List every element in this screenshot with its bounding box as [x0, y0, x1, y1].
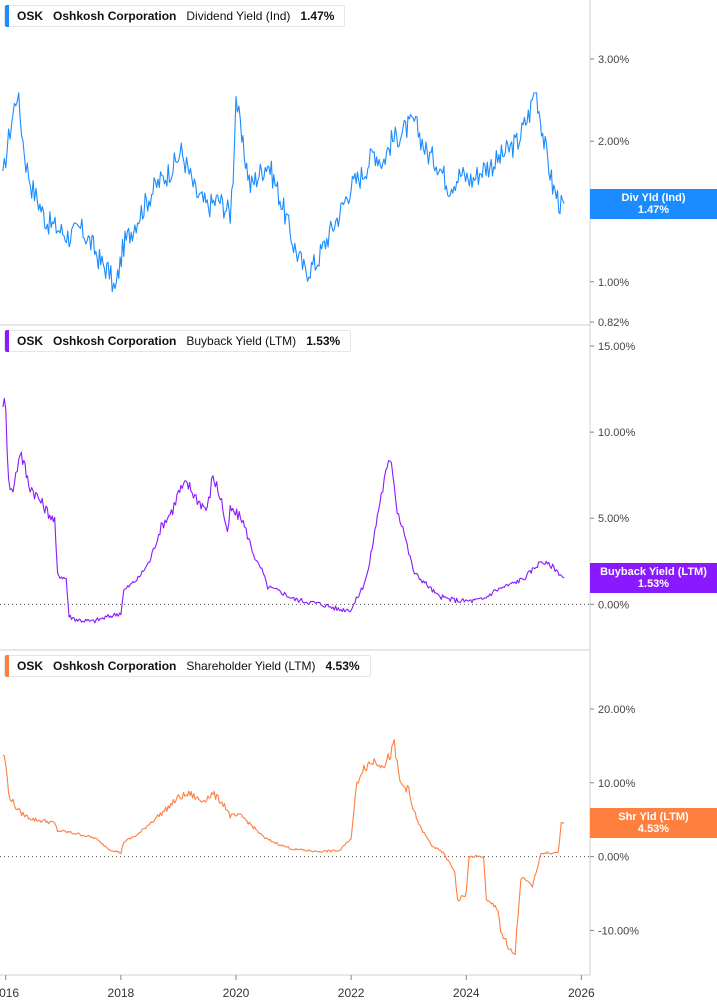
legend-company: Oshkosh Corporation [53, 9, 177, 23]
y-tick-label: 15.00% [598, 341, 636, 353]
tag-label: Buyback Yield (LTM) [600, 565, 707, 578]
legend-company: Oshkosh Corporation [53, 659, 177, 673]
x-tick-label: 2026 [568, 986, 595, 1000]
y-tick-label: 0.82% [598, 317, 629, 329]
legend-company: Oshkosh Corporation [53, 334, 177, 348]
legend-metric: Dividend Yield (Ind) [186, 9, 291, 23]
legend-panel-3: OSK Oshkosh Corporation Shareholder Yiel… [4, 655, 371, 677]
value-tag-buyback: Buyback Yield (LTM) 1.53% [590, 562, 717, 593]
series-line-2 [2, 397, 565, 624]
y-tick-label: 10.00% [598, 427, 636, 439]
legend-panel-2: OSK Oshkosh Corporation Buyback Yield (L… [4, 330, 352, 352]
tag-label: Shr Yld (LTM) [618, 811, 689, 824]
y-tick-label: 20.00% [598, 704, 636, 716]
x-tick-label: 2018 [108, 986, 135, 1000]
tag-value: 1.47% [637, 203, 670, 216]
legend-value: 4.53% [325, 659, 360, 673]
series-line-1 [2, 92, 565, 293]
legend-metric: Shareholder Yield (LTM) [186, 659, 316, 673]
legend-ticker: OSK [17, 334, 44, 348]
legend-swatch [5, 655, 9, 677]
legend-value: 1.53% [306, 334, 341, 348]
y-tick-label: 2.00% [598, 136, 629, 148]
legend-swatch [5, 5, 9, 27]
tag-label: Div Yld (Ind) [621, 191, 686, 204]
y-tick-label: 10.00% [598, 778, 636, 790]
y-tick-label: 0.00% [598, 852, 629, 864]
legend-value: 1.47% [300, 9, 335, 23]
x-tick-label: 2020 [223, 986, 250, 1000]
y-tick-label: 3.00% [598, 54, 629, 66]
value-tag-dividend: Div Yld (Ind) 1.47% [590, 188, 717, 219]
y-tick-label: 1.00% [598, 277, 629, 289]
legend-ticker: OSK [17, 9, 44, 23]
y-tick-label: -10.00% [598, 925, 639, 937]
legend-metric: Buyback Yield (LTM) [186, 334, 297, 348]
legend-swatch [5, 330, 9, 352]
legend-panel-1: OSK Oshkosh Corporation Dividend Yield (… [4, 5, 346, 27]
series-line-3 [2, 738, 565, 956]
tag-value: 4.53% [637, 823, 670, 836]
tag-value: 1.53% [637, 577, 670, 590]
value-tag-shareholder: Shr Yld (LTM) 4.53% [590, 808, 717, 839]
x-tick-label: 2024 [453, 986, 480, 1000]
legend-ticker: OSK [17, 659, 44, 673]
y-tick-label: 0.00% [598, 599, 629, 611]
x-tick-label: 2016 [0, 986, 19, 1000]
x-tick-label: 2022 [338, 986, 365, 1000]
y-tick-label: 5.00% [598, 513, 629, 525]
